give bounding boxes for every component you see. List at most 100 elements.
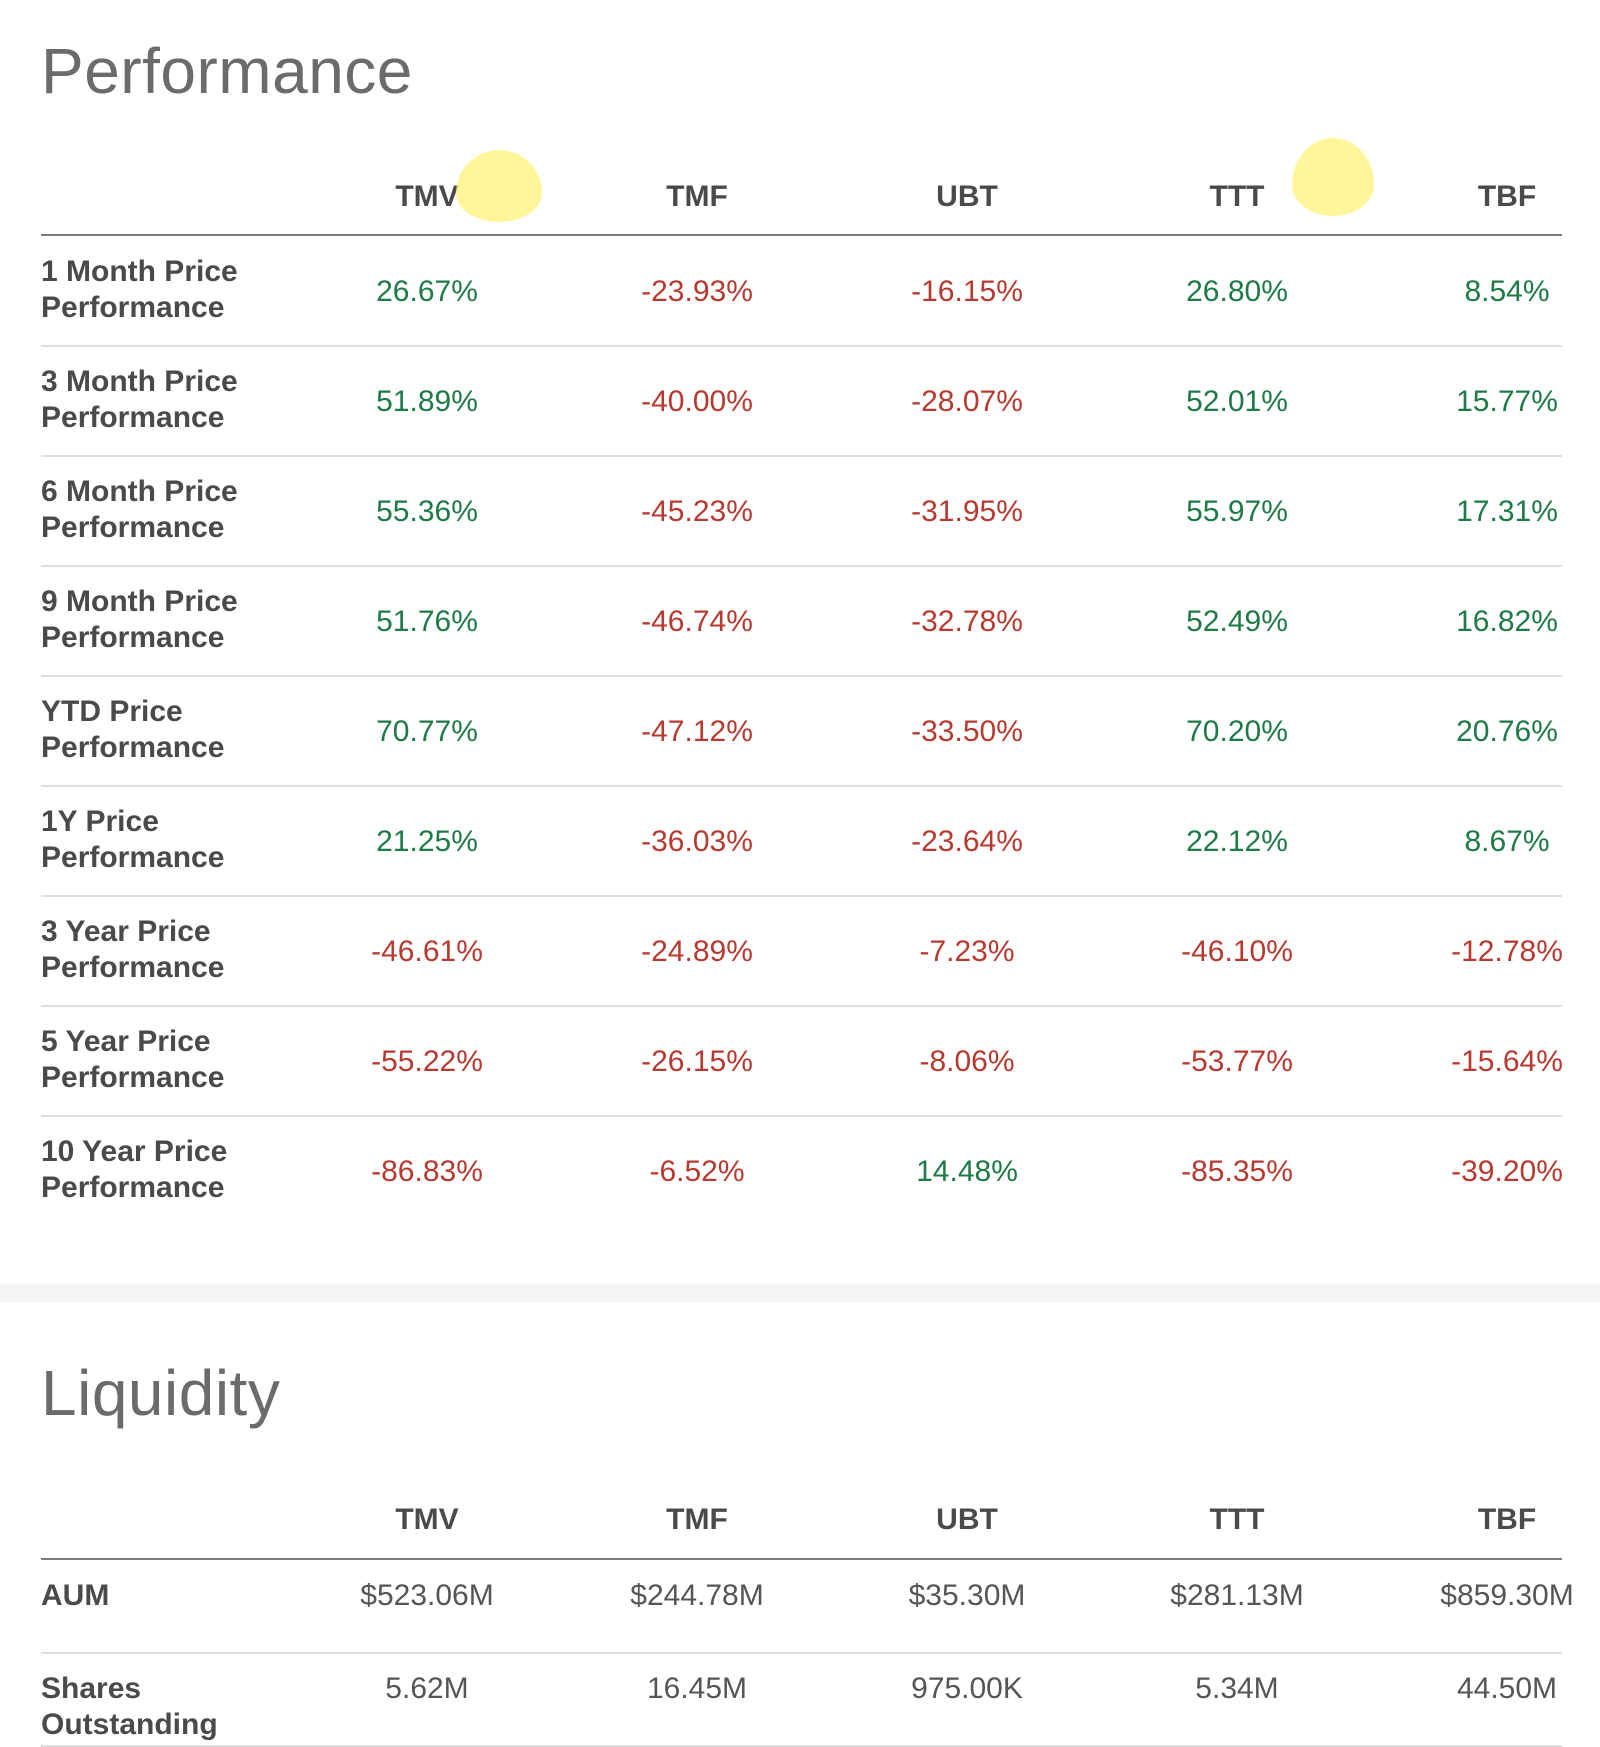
table-cell: $244.78M bbox=[630, 1579, 764, 1612]
column-header: TMF bbox=[666, 1503, 728, 1536]
table-cell: -36.03% bbox=[641, 825, 753, 858]
table-cell: -23.93% bbox=[641, 275, 753, 308]
table-cell: $859.30M bbox=[1440, 1579, 1574, 1612]
row-divider bbox=[41, 455, 1562, 457]
table-cell: -7.23% bbox=[919, 935, 1015, 968]
table-cell: 16.82% bbox=[1456, 605, 1558, 638]
table-cell: 52.01% bbox=[1186, 385, 1288, 418]
column-header: UBT bbox=[936, 1503, 998, 1536]
table-cell: 70.77% bbox=[376, 715, 478, 748]
column-header: UBT bbox=[936, 180, 998, 213]
table-cell: -23.64% bbox=[911, 825, 1023, 858]
table-row: 1 Month Price Performance 26.67% -23.93% -1… bbox=[0, 236, 1600, 346]
table-cell: 8.67% bbox=[1464, 825, 1550, 858]
table-cell: 44.50M bbox=[1456, 1672, 1558, 1705]
table-cell: -24.89% bbox=[641, 935, 753, 968]
table-cell: -16.15% bbox=[911, 275, 1023, 308]
table-cell: -31.95% bbox=[911, 495, 1023, 528]
table-cell: -15.64% bbox=[1451, 1045, 1563, 1078]
table-cell: -40.00% bbox=[641, 385, 753, 418]
table-row: 3 Year Price Performance -46.61% -24.89% -7… bbox=[0, 896, 1600, 1006]
table-cell: -33.50% bbox=[911, 715, 1023, 748]
performance-title: Performance bbox=[41, 35, 413, 107]
table-cell: -86.83% bbox=[371, 1155, 483, 1188]
row-divider bbox=[41, 1115, 1562, 1117]
table-cell: -12.78% bbox=[1451, 935, 1563, 968]
column-header: TTT bbox=[1209, 180, 1265, 213]
row-divider bbox=[41, 1005, 1562, 1007]
row-label: Shares Outstanding bbox=[41, 1672, 218, 1741]
section-divider bbox=[0, 1284, 1600, 1302]
table-row: 6 Month Price Performance 55.36% -45.23% -3… bbox=[0, 456, 1600, 566]
header-rule bbox=[41, 234, 1562, 236]
column-header: TBF bbox=[1477, 1503, 1537, 1536]
table-cell: 16.45M bbox=[646, 1672, 748, 1705]
table-row: AUM $523.06M $244.78M $35.30M $281.13M $859.3… bbox=[0, 1560, 1600, 1653]
table-row: 1Y Price Performance 21.25% -36.03% -23.64%… bbox=[0, 786, 1600, 896]
table-row: 5 Year Price Performance -55.22% -26.15% -8… bbox=[0, 1006, 1600, 1116]
column-header: TMV bbox=[395, 180, 459, 213]
row-divider bbox=[41, 785, 1562, 787]
table-cell: -45.23% bbox=[641, 495, 753, 528]
table-cell: 70.20% bbox=[1186, 715, 1288, 748]
table-cell: 55.97% bbox=[1186, 495, 1288, 528]
row-label: 3 Month Price Performance bbox=[41, 365, 238, 434]
column-header: TMV bbox=[395, 1503, 459, 1536]
table-row: Shares Outstanding 5.62M 16.45M 975.00K 5.34… bbox=[0, 1653, 1600, 1746]
table-cell: -55.22% bbox=[371, 1045, 483, 1078]
table-cell: -32.78% bbox=[911, 605, 1023, 638]
table-cell: 22.12% bbox=[1186, 825, 1288, 858]
table-row: 9 Month Price Performance 51.76% -46.74% -3… bbox=[0, 566, 1600, 676]
row-label: 9 Month Price Performance bbox=[41, 585, 238, 654]
table-cell: 8.54% bbox=[1464, 275, 1550, 308]
column-header: TMF bbox=[666, 180, 728, 213]
table-cell: $523.06M bbox=[360, 1579, 494, 1612]
table-cell: 14.48% bbox=[916, 1155, 1018, 1188]
table-cell: 5.62M bbox=[385, 1672, 469, 1705]
row-divider bbox=[41, 565, 1562, 567]
table-cell: 51.89% bbox=[376, 385, 478, 418]
header-rule bbox=[41, 1558, 1562, 1560]
row-divider bbox=[41, 345, 1562, 347]
row-label: 1Y Price Performance bbox=[41, 805, 225, 874]
table-cell: 5.34M bbox=[1195, 1672, 1279, 1705]
table-row: 10 Year Price Performance -86.83% -6.52% 14… bbox=[0, 1116, 1600, 1226]
table-cell: -47.12% bbox=[641, 715, 753, 748]
table-cell: -46.10% bbox=[1181, 935, 1293, 968]
column-header: TBF bbox=[1477, 180, 1537, 213]
table-cell: -8.06% bbox=[919, 1045, 1015, 1078]
table-cell: 975.00K bbox=[911, 1672, 1023, 1705]
table-cell: 17.31% bbox=[1456, 495, 1558, 528]
table-cell: $35.30M bbox=[908, 1579, 1026, 1612]
table-row: 3 Month Price Performance 51.89% -40.00% -2… bbox=[0, 346, 1600, 456]
table-cell: 26.67% bbox=[376, 275, 478, 308]
table-cell: -46.74% bbox=[641, 605, 753, 638]
row-divider bbox=[41, 675, 1562, 677]
table-cell: -39.20% bbox=[1451, 1155, 1563, 1188]
row-label: 5 Year Price Performance bbox=[41, 1025, 225, 1094]
table-cell: -53.77% bbox=[1181, 1045, 1293, 1078]
table-cell: 26.80% bbox=[1186, 275, 1288, 308]
column-header: TTT bbox=[1209, 1503, 1265, 1536]
table-cell: -26.15% bbox=[641, 1045, 753, 1078]
row-label: AUM bbox=[41, 1579, 110, 1612]
table-cell: -28.07% bbox=[911, 385, 1023, 418]
row-divider bbox=[41, 1652, 1562, 1654]
row-label: 6 Month Price Performance bbox=[41, 475, 238, 544]
row-divider bbox=[41, 895, 1562, 897]
row-label: 3 Year Price Performance bbox=[41, 915, 225, 984]
row-label: 10 Year Price Performance bbox=[41, 1135, 228, 1204]
table-cell: $281.13M bbox=[1170, 1579, 1304, 1612]
table-cell: 21.25% bbox=[376, 825, 478, 858]
table-cell: 51.76% bbox=[376, 605, 478, 638]
table-cell: 55.36% bbox=[376, 495, 478, 528]
table-cell: 52.49% bbox=[1186, 605, 1288, 638]
highlighter-mark bbox=[456, 150, 542, 222]
highlighter-mark bbox=[1292, 138, 1374, 216]
row-label: YTD Price Performance bbox=[41, 695, 225, 764]
liquidity-title: Liquidity bbox=[41, 1357, 281, 1429]
performance-section: Performance bbox=[41, 35, 413, 107]
table-row: YTD Price Performance 70.77% -47.12% -33.50… bbox=[0, 676, 1600, 786]
row-label: 1 Month Price Performance bbox=[41, 255, 238, 324]
table-cell: -85.35% bbox=[1181, 1155, 1293, 1188]
